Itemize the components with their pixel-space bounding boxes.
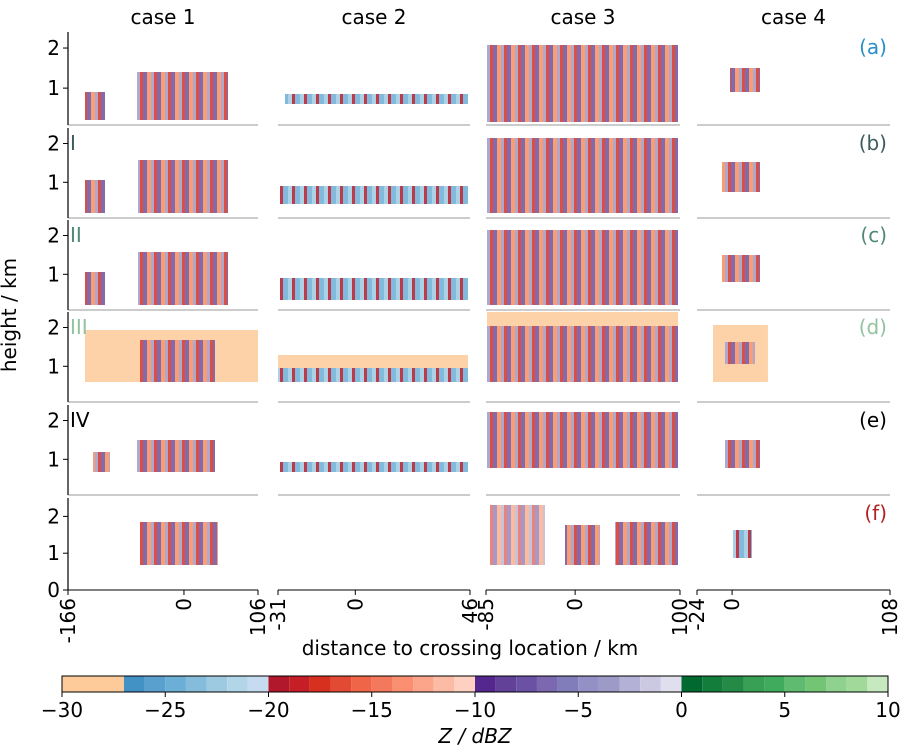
y-tick-label: 1 bbox=[47, 262, 60, 286]
panel-label: (f) bbox=[864, 501, 887, 525]
colorbar-segment bbox=[516, 676, 537, 692]
y-tick-label: 2 bbox=[47, 224, 60, 248]
colorbar-segment bbox=[165, 676, 186, 692]
colorbar-segment bbox=[536, 676, 558, 692]
x-tick-label: 0 bbox=[343, 598, 367, 611]
y-tick-label: 0 bbox=[47, 578, 60, 602]
colorbar-segment bbox=[743, 676, 765, 692]
colorbar-segment bbox=[206, 676, 228, 692]
colorbar-segment bbox=[309, 676, 331, 692]
colorbar-tick-label: 0 bbox=[675, 698, 688, 722]
panel-label: (b) bbox=[859, 131, 887, 155]
colorbar-segment bbox=[805, 676, 827, 692]
row-label: III bbox=[70, 315, 88, 339]
colorbar-segment bbox=[681, 676, 703, 692]
colorbar-segment bbox=[62, 676, 124, 692]
colorbar-label: Z / dBZ bbox=[437, 724, 513, 748]
column-title: case 1 bbox=[130, 5, 195, 29]
y-tick-label: 2 bbox=[47, 132, 60, 156]
colorbar-tick-label: −30 bbox=[41, 698, 83, 722]
colorbar-tick-label: 10 bbox=[875, 698, 900, 722]
x-tick-label: -24 bbox=[685, 598, 709, 631]
x-tick-label: -31 bbox=[266, 598, 290, 631]
y-tick-label: 1 bbox=[47, 76, 60, 100]
panel-label: (e) bbox=[859, 408, 887, 432]
colorbar-segment bbox=[702, 676, 723, 692]
colorbar-tick-label: −10 bbox=[454, 698, 496, 722]
colorbar-segment bbox=[640, 676, 661, 692]
x-tick-label: 46 bbox=[458, 598, 482, 623]
y-tick-label: 2 bbox=[47, 504, 60, 528]
y-tick-label: 2 bbox=[47, 36, 60, 60]
panel-label: (d) bbox=[859, 315, 887, 339]
row-label: IV bbox=[70, 408, 90, 432]
colorbar-segment bbox=[144, 676, 166, 692]
colorbar-segment bbox=[123, 676, 145, 692]
y-axis-label: height / km bbox=[0, 258, 21, 372]
colorbar-segment bbox=[185, 676, 207, 692]
column-title: case 2 bbox=[341, 5, 406, 29]
colorbar-segment bbox=[722, 676, 744, 692]
colorbar-tick-label: −20 bbox=[247, 698, 289, 722]
colorbar-segment bbox=[330, 676, 352, 692]
colorbar-segment bbox=[433, 676, 455, 692]
y-tick-label: 1 bbox=[47, 541, 60, 565]
x-tick-label: -166 bbox=[56, 598, 80, 643]
column-title: case 4 bbox=[761, 5, 826, 29]
colorbar-segment bbox=[247, 676, 269, 692]
colorbar-segment bbox=[578, 676, 599, 692]
column-title: case 3 bbox=[550, 5, 615, 29]
x-tick-label: 100 bbox=[668, 598, 692, 636]
x-tick-label: 108 bbox=[878, 598, 902, 636]
colorbar-tick-label: −15 bbox=[351, 698, 393, 722]
y-tick-label: 2 bbox=[47, 316, 60, 340]
colorbar-segment bbox=[557, 676, 579, 692]
x-tick-label: -85 bbox=[474, 598, 498, 631]
colorbar-segment bbox=[495, 676, 517, 692]
colorbar-segment bbox=[392, 676, 414, 692]
colorbar-segment bbox=[598, 676, 620, 692]
x-tick-label: 0 bbox=[720, 598, 744, 611]
panel-label: (c) bbox=[860, 223, 887, 247]
colorbar-tick-label: 5 bbox=[778, 698, 791, 722]
y-tick-label: 1 bbox=[47, 170, 60, 194]
colorbar-segment bbox=[475, 676, 496, 692]
colorbar-segment bbox=[413, 676, 434, 692]
y-tick-label: 1 bbox=[47, 447, 60, 471]
row-label: II bbox=[70, 223, 82, 247]
colorbar-segment bbox=[268, 676, 290, 692]
row-label: I bbox=[70, 131, 76, 155]
colorbar-segment bbox=[784, 676, 806, 692]
x-tick-label: 0 bbox=[563, 598, 587, 611]
panel-label: (a) bbox=[859, 35, 887, 59]
colorbar-tick-label: −25 bbox=[144, 698, 186, 722]
colorbar-segment bbox=[351, 676, 372, 692]
y-tick-label: 1 bbox=[47, 354, 60, 378]
colorbar-segment bbox=[826, 676, 847, 692]
colorbar-segment bbox=[764, 676, 785, 692]
colorbar-segment bbox=[660, 676, 682, 692]
x-tick-label: 106 bbox=[246, 598, 270, 636]
radar-imagery bbox=[85, 45, 768, 565]
colorbar-segment bbox=[371, 676, 393, 692]
x-tick-label: 0 bbox=[172, 598, 196, 611]
colorbar-segment bbox=[454, 676, 475, 692]
colorbar-segment bbox=[867, 676, 888, 692]
colorbar-segment bbox=[289, 676, 310, 692]
colorbar-segment bbox=[619, 676, 641, 692]
colorbar-segment bbox=[846, 676, 868, 692]
colorbar-segment bbox=[227, 676, 248, 692]
colorbar-tick-label: −5 bbox=[564, 698, 593, 722]
x-axis-label: distance to crossing location / km bbox=[302, 636, 639, 660]
y-tick-label: 2 bbox=[47, 409, 60, 433]
